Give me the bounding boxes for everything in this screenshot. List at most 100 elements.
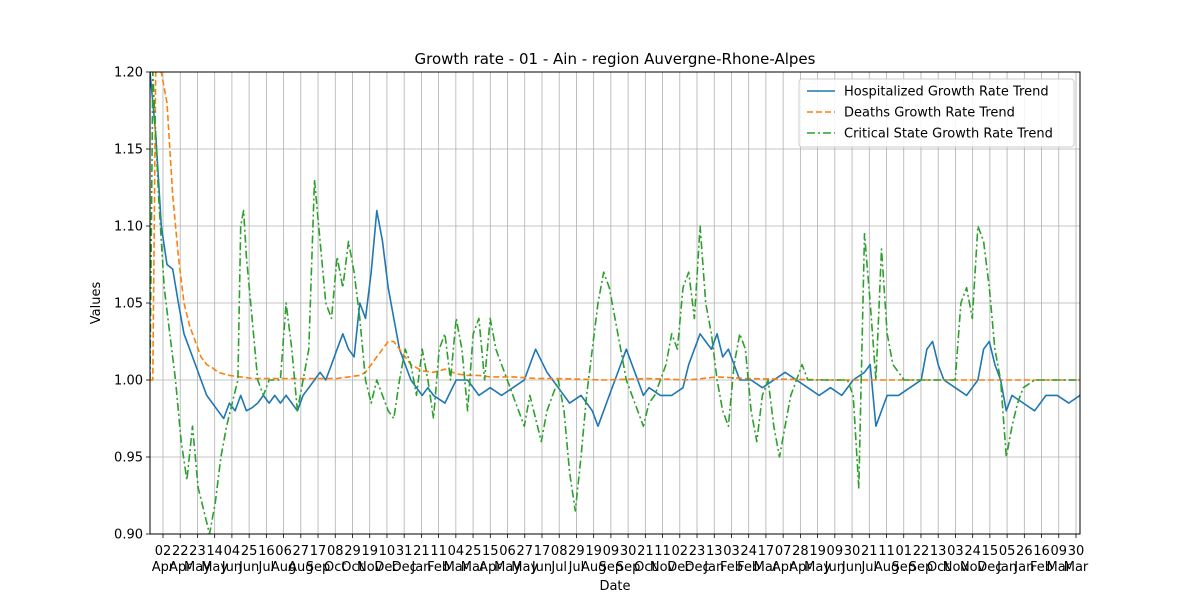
x-tick-month: Oct	[927, 560, 949, 575]
x-tick-month: Jun	[824, 560, 845, 575]
y-tick-label: 1.20	[114, 66, 143, 81]
x-tick-day: 21	[637, 544, 654, 559]
x-tick-day: 06	[275, 544, 292, 559]
x-tick-day: 21	[861, 544, 878, 559]
x-tick-month: Sep	[306, 560, 331, 575]
x-tick-day: 16	[1033, 544, 1050, 559]
chart-title: Growth rate - 01 - Ain - region Auvergne…	[415, 50, 816, 68]
x-tick-day: 22	[172, 544, 189, 559]
x-tick-day: 11	[878, 544, 895, 559]
x-tick-month: Nov	[650, 560, 676, 575]
y-tick-label: 0.90	[114, 528, 143, 543]
y-tick-label: 1.15	[114, 143, 143, 158]
legend-entry: Hospitalized Growth Rate Trend	[844, 85, 1049, 100]
x-tick-day: 02	[672, 544, 689, 559]
x-tick-month: Jun	[221, 560, 242, 575]
x-tick-day: 19	[809, 544, 826, 559]
x-tick-month: Dec	[667, 560, 692, 575]
x-tick-month: Sep	[909, 560, 934, 575]
x-tick-month: Apr	[789, 560, 812, 575]
x-tick-day: 03	[947, 544, 964, 559]
x-tick-month: Jan	[410, 560, 431, 575]
x-tick-day: 09	[603, 544, 620, 559]
x-tick-day: 09	[1051, 544, 1068, 559]
x-tick-month: Feb	[1030, 560, 1053, 575]
y-tick-label: 0.95	[114, 451, 143, 466]
x-tick-day: 30	[620, 544, 637, 559]
x-tick-month: Jul	[568, 560, 585, 575]
x-tick-day: 17	[310, 544, 327, 559]
x-tick-day: 04	[224, 544, 241, 559]
x-tick-day: 21	[413, 544, 430, 559]
x-tick-month: Dec	[684, 560, 709, 575]
legend-box	[798, 78, 1075, 148]
x-tick-month: Jun	[841, 560, 862, 575]
x-tick-day: 30	[844, 544, 861, 559]
x-tick-month: Dec	[977, 560, 1002, 575]
x-tick-month: Aug	[581, 560, 606, 575]
x-tick-day: 23	[189, 544, 206, 559]
x-tick-day: 27	[516, 544, 533, 559]
x-tick-month: Oct	[634, 560, 656, 575]
grid-lines	[150, 71, 1080, 535]
y-tick-label: 1.05	[114, 297, 143, 312]
x-tick-month: Mar	[1047, 560, 1072, 575]
x-tick-month: Feb	[737, 560, 760, 575]
x-tick-month: Mar	[1064, 560, 1089, 575]
x-tick-day: 24	[740, 544, 757, 559]
x-tick-month: Jun	[531, 560, 552, 575]
x-tick-month: Jan	[703, 560, 724, 575]
x-tick-day: 09	[827, 544, 844, 559]
x-tick-month: May	[804, 560, 831, 575]
x-tick-month: Mar	[444, 560, 469, 575]
x-tick-month: May	[494, 560, 521, 575]
x-tick-day: 15	[982, 544, 999, 559]
x-tick-month: Sep	[599, 560, 624, 575]
x-tick-month: Aug	[271, 560, 296, 575]
x-tick-day: 25	[241, 544, 258, 559]
x-tick-day: 08	[327, 544, 344, 559]
series-line-3	[150, 72, 1080, 534]
x-tick-day: 27	[293, 544, 310, 559]
x-tick-month: Feb	[427, 560, 450, 575]
x-tick-day: 23	[689, 544, 706, 559]
series-line-2	[150, 72, 1080, 381]
x-tick-month: Jan	[1013, 560, 1034, 575]
x-tick-day: 01	[895, 544, 912, 559]
x-tick-day: 22	[913, 544, 930, 559]
x-tick-day: 07	[775, 544, 792, 559]
x-tick-month: Apr	[152, 560, 175, 575]
y-axis-label: Values	[89, 282, 104, 325]
x-tick-month: Jan	[996, 560, 1017, 575]
x-tick-day: 24	[964, 544, 981, 559]
y-tick-label: 1.10	[114, 220, 143, 235]
x-tick-month: Aug	[874, 560, 899, 575]
x-tick-month: Jun	[238, 560, 259, 575]
x-tick-month: Sep	[891, 560, 916, 575]
x-tick-day: 17	[758, 544, 775, 559]
x-tick-day: 19	[361, 544, 378, 559]
x-tick-day: 28	[792, 544, 809, 559]
x-tick-day: 31	[396, 544, 413, 559]
x-tick-day: 30	[1068, 544, 1085, 559]
x-tick-day: 13	[930, 544, 947, 559]
x-tick-day: 17	[534, 544, 551, 559]
x-tick-day: 08	[551, 544, 568, 559]
x-tick-month: Apr	[169, 560, 192, 575]
x-tick-month: Mar	[754, 560, 779, 575]
x-tick-day: 26	[1016, 544, 1033, 559]
legend-entry: Deaths Growth Rate Trend	[844, 106, 1015, 121]
x-tick-day: 03	[723, 544, 740, 559]
x-tick-day: 11	[430, 544, 447, 559]
y-axis-ticks: 0.90 0.95 1.00 1.05 1.10 1.15 1.20	[114, 66, 150, 543]
x-tick-month: Apr	[479, 560, 502, 575]
series-layer	[150, 72, 1080, 534]
x-tick-month: May	[511, 560, 538, 575]
x-tick-day: 02	[155, 544, 172, 559]
x-tick-month: Feb	[720, 560, 743, 575]
y-tick-label: 1.00	[114, 374, 143, 389]
x-tick-month: Mar	[461, 560, 486, 575]
x-tick-month: May	[201, 560, 228, 575]
x-tick-month: Oct	[341, 560, 363, 575]
